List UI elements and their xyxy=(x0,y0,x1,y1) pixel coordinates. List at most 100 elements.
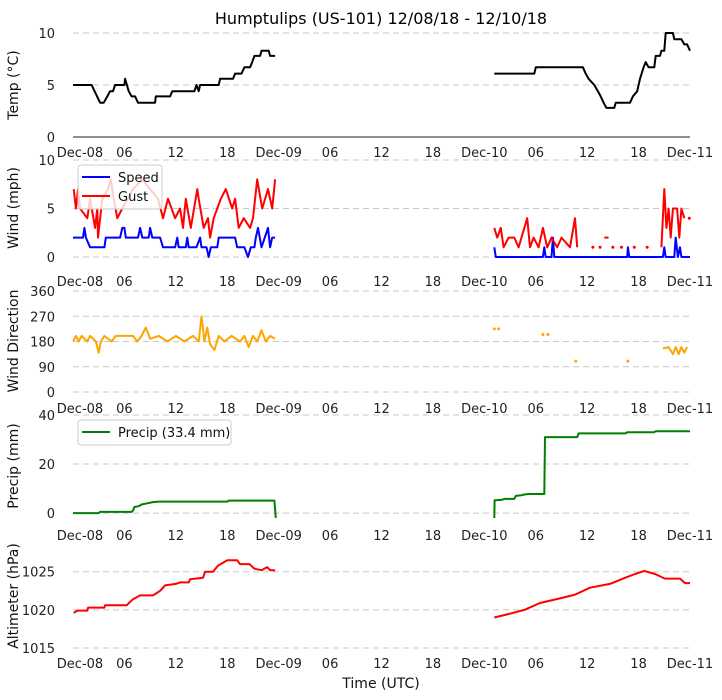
legend: Speed Gust xyxy=(77,164,163,210)
data-point xyxy=(574,359,578,363)
panel-4: 0 20 40 Precip (mm) Dec-08 06 12 18 Dec-09 06 12 18… xyxy=(6,409,713,544)
x-tick-label: 06 xyxy=(527,275,544,290)
x-tick-label: 12 xyxy=(579,529,596,544)
x-tick-label: Dec-11 xyxy=(667,402,713,417)
x-tick-label: 18 xyxy=(219,275,236,290)
x-tick-label: 18 xyxy=(630,402,647,417)
x-tick-label: Dec-11 xyxy=(667,529,713,544)
chart-title: Humptulips (US-101) 12/08/18 - 12/10/18 xyxy=(215,9,547,28)
series-line-gust xyxy=(493,217,579,249)
x-tick-label: 06 xyxy=(116,275,133,290)
y-tick-label: 360 xyxy=(30,285,55,300)
x-tick-label: 18 xyxy=(219,529,236,544)
x-tick-label: Dec-10 xyxy=(461,529,507,544)
x-tick-label: 12 xyxy=(579,402,596,417)
data-point xyxy=(492,327,496,331)
y-axis-label: Temp (°C) xyxy=(6,50,22,120)
x-tick-label: 18 xyxy=(425,529,442,544)
y-tick-label: 1025 xyxy=(22,566,55,581)
x-tick-label: 12 xyxy=(579,146,596,161)
legend-label: Gust xyxy=(118,190,148,205)
x-tick-label: 06 xyxy=(322,657,339,672)
panel-3: 0 90 180 270 360 Wind Direction Dec-08 06 12 18 De… xyxy=(6,285,713,417)
x-tick-label: Dec-08 xyxy=(57,146,103,161)
series-line xyxy=(494,32,691,109)
x-tick-label: 06 xyxy=(527,657,544,672)
x-tick-label: 18 xyxy=(630,657,647,672)
x-tick-label: Dec-09 xyxy=(255,275,301,290)
y-tick-label: 10 xyxy=(38,154,55,169)
data-point xyxy=(598,245,602,249)
x-tick-label: 06 xyxy=(527,146,544,161)
data-point xyxy=(619,245,623,249)
y-tick-label: 5 xyxy=(47,79,55,94)
x-tick-label: 18 xyxy=(219,146,236,161)
series-line xyxy=(73,559,276,614)
y-tick-label: 90 xyxy=(38,361,55,376)
x-tick-label: Dec-08 xyxy=(57,275,103,290)
y-tick-label: 270 xyxy=(30,310,55,325)
x-tick-label: 06 xyxy=(116,402,133,417)
x-tick-label: Dec-10 xyxy=(461,146,507,161)
data-point xyxy=(541,332,545,336)
data-point xyxy=(626,359,630,363)
x-tick-label: Dec-11 xyxy=(667,657,713,672)
y-axis-label: Altimeter (hPa) xyxy=(6,543,22,649)
x-tick-label: Dec-08 xyxy=(57,657,103,672)
y-tick-label: 40 xyxy=(38,409,55,424)
data-point xyxy=(632,245,636,249)
x-tick-label: 12 xyxy=(168,275,185,290)
y-tick-label: 1020 xyxy=(22,604,55,619)
y-tick-label: 10 xyxy=(38,27,55,42)
x-tick-label: 06 xyxy=(527,529,544,544)
data-point xyxy=(591,245,595,249)
x-axis-label: Time (UTC) xyxy=(341,676,419,692)
panel-1: 0 5 10 Temp (°C) Dec-08 06 12 18 Dec-09 06 12 18 Dec… xyxy=(6,27,713,161)
x-tick-label: 18 xyxy=(630,146,647,161)
x-tick-label: Dec-10 xyxy=(461,402,507,417)
series-line-speed xyxy=(493,236,690,258)
y-tick-label: 180 xyxy=(30,336,55,351)
x-tick-label: 12 xyxy=(373,275,390,290)
x-tick-label: 06 xyxy=(322,275,339,290)
x-tick-label: 06 xyxy=(116,657,133,672)
data-point xyxy=(611,245,615,249)
x-tick-label: 18 xyxy=(219,657,236,672)
x-tick-label: Dec-09 xyxy=(255,529,301,544)
y-tick-label: 5 xyxy=(47,203,55,218)
panel-2: 0 5 10 Wind (mph) Dec-08 06 12 18 Dec-09 06 12 18 De… xyxy=(6,154,713,290)
series-line xyxy=(72,315,276,354)
data-point xyxy=(645,245,649,249)
chart-panels: 0 5 10 Temp (°C) Dec-08 06 12 18 Dec-09 06 12 18 Dec… xyxy=(6,27,713,672)
x-tick-label: 12 xyxy=(579,275,596,290)
y-axis-label: Wind Direction xyxy=(6,290,22,393)
y-tick-label: 0 xyxy=(47,251,55,266)
x-tick-label: 12 xyxy=(373,402,390,417)
x-tick-label: 06 xyxy=(527,402,544,417)
x-tick-label: Dec-11 xyxy=(667,275,713,290)
legend-box xyxy=(77,419,232,446)
x-tick-label: 12 xyxy=(168,657,185,672)
y-tick-label: 20 xyxy=(38,458,55,473)
legend: Precip (33.4 mm) xyxy=(77,419,232,446)
x-tick-label: 18 xyxy=(425,146,442,161)
series-line-speed xyxy=(73,226,276,258)
x-tick-label: Dec-11 xyxy=(667,146,713,161)
x-tick-label: 12 xyxy=(373,529,390,544)
y-axis-label: Precip (mm) xyxy=(6,423,22,508)
x-tick-label: Dec-09 xyxy=(255,402,301,417)
x-tick-label: 06 xyxy=(116,146,133,161)
series-line xyxy=(494,569,690,619)
series-line xyxy=(73,49,276,104)
x-tick-label: Dec-08 xyxy=(57,402,103,417)
x-tick-label: 12 xyxy=(168,529,185,544)
series-line-precip xyxy=(493,430,690,519)
data-point xyxy=(497,327,501,331)
x-tick-label: 12 xyxy=(579,657,596,672)
x-tick-label: 06 xyxy=(116,529,133,544)
series-line-precip xyxy=(73,499,277,519)
x-tick-label: 12 xyxy=(168,146,185,161)
x-tick-label: Dec-09 xyxy=(255,657,301,672)
x-tick-label: 18 xyxy=(425,657,442,672)
